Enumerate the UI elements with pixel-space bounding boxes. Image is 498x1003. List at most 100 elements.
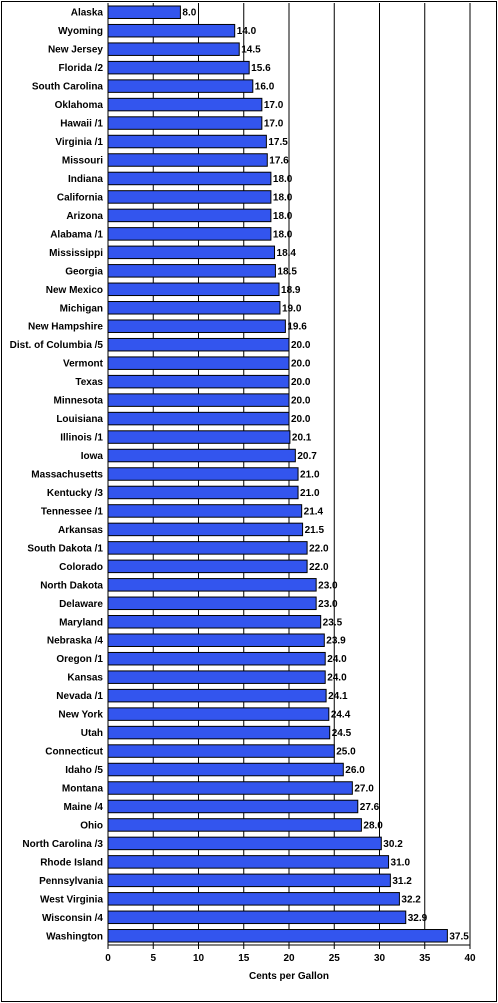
category-label: South Dakota /1: [27, 543, 103, 554]
value-label: 25.0: [336, 747, 356, 758]
value-label: 8.0: [182, 8, 196, 19]
value-label: 18.5: [277, 266, 297, 277]
bar: [107, 725, 331, 740]
bar: [107, 596, 317, 611]
bar: [107, 651, 326, 666]
value-label: 16.0: [255, 82, 275, 93]
value-label: 20.0: [291, 414, 311, 425]
category-label: New Mexico: [46, 285, 103, 296]
bar: [107, 485, 299, 500]
bar: [107, 356, 290, 370]
value-label: 22.0: [309, 562, 329, 573]
category-label: Dist. of Columbia /5: [10, 340, 104, 351]
category-label: Kentucky /3: [47, 488, 104, 499]
value-label: 17.0: [264, 100, 284, 111]
bar: [107, 762, 344, 777]
bar: [107, 190, 272, 204]
x-tick-label: 20: [283, 953, 295, 964]
bar: [107, 60, 250, 75]
value-label: 17.5: [268, 137, 288, 148]
value-label: 24.0: [327, 654, 347, 665]
category-label: Maryland: [59, 617, 103, 628]
category-label: Colorado: [59, 562, 103, 573]
category-label: Massachusetts: [31, 470, 103, 481]
category-label: North Dakota: [40, 580, 103, 591]
bar: [107, 301, 281, 315]
bar: [107, 134, 267, 149]
category-label: Minnesota: [54, 396, 104, 407]
category-label: Michigan: [60, 303, 103, 314]
category-label: Missouri: [62, 156, 103, 167]
category-label: Oklahoma: [55, 100, 104, 111]
value-label: 20.0: [291, 377, 311, 388]
bar: [107, 245, 276, 260]
value-label: 20.1: [292, 433, 312, 444]
x-tick-label: 25: [329, 953, 341, 964]
bar: [107, 688, 327, 703]
bar: [107, 467, 299, 481]
bar: [107, 411, 290, 426]
value-label: 23.0: [318, 580, 338, 591]
value-label: 14.5: [241, 45, 261, 56]
category-label: Nebraska /4: [47, 636, 104, 647]
bar: [107, 633, 325, 647]
x-tick-label: 5: [150, 953, 156, 964]
value-label: 24.5: [332, 728, 352, 739]
value-label: 24.0: [327, 673, 347, 684]
value-label: 23.9: [326, 636, 346, 647]
category-label: Virginia /1: [55, 137, 103, 148]
value-label: 21.4: [304, 506, 324, 517]
bar: [107, 781, 353, 795]
category-label: New Jersey: [48, 45, 103, 56]
bar: [107, 873, 391, 888]
category-label: Montana: [62, 784, 104, 795]
bar: [107, 430, 291, 444]
category-label: Indiana: [68, 174, 103, 185]
bar: [107, 5, 181, 19]
bar: [107, 97, 263, 112]
bar: [107, 615, 322, 629]
bar: [107, 337, 290, 352]
x-tick-label: 35: [419, 953, 431, 964]
bar: [107, 578, 317, 592]
bar: [107, 707, 330, 721]
value-label: 15.6: [251, 63, 271, 74]
value-label: 22.0: [309, 543, 329, 554]
x-tick-label: 0: [105, 953, 111, 964]
value-label: 30.2: [383, 839, 403, 850]
value-label: 31.0: [391, 857, 411, 868]
x-tick-label: 30: [374, 953, 386, 964]
category-label: Kansas: [67, 673, 103, 684]
value-label: 26.0: [345, 765, 365, 776]
category-label: Idaho /5: [65, 765, 103, 776]
bar: [107, 393, 290, 407]
value-label: 20.0: [291, 359, 311, 370]
bar: [107, 541, 308, 555]
value-label: 24.1: [328, 691, 348, 702]
value-label: 21.0: [300, 488, 320, 499]
bar: [107, 448, 296, 463]
bar: [107, 522, 304, 537]
category-label: Wisconsin /4: [42, 913, 103, 924]
bar: [107, 910, 407, 925]
value-label: 32.2: [401, 894, 421, 905]
bars: [107, 5, 448, 943]
bar: [107, 670, 326, 684]
bar: [107, 799, 359, 814]
value-label: 37.5: [449, 931, 469, 942]
bar: [107, 208, 272, 223]
bar: [107, 153, 268, 167]
category-label: Louisiana: [56, 414, 103, 425]
category-label: Nevada /1: [56, 691, 103, 702]
bar: [107, 23, 236, 38]
category-label: Ohio: [80, 820, 103, 831]
value-label: 18.0: [273, 174, 293, 185]
x-tick-label: 40: [464, 953, 476, 964]
value-label: 19.0: [282, 303, 302, 314]
category-label: Maine /4: [64, 802, 104, 813]
bar: [107, 836, 382, 851]
bar: [107, 559, 308, 574]
category-label: Mississippi: [49, 248, 103, 259]
value-label: 23.0: [318, 599, 338, 610]
